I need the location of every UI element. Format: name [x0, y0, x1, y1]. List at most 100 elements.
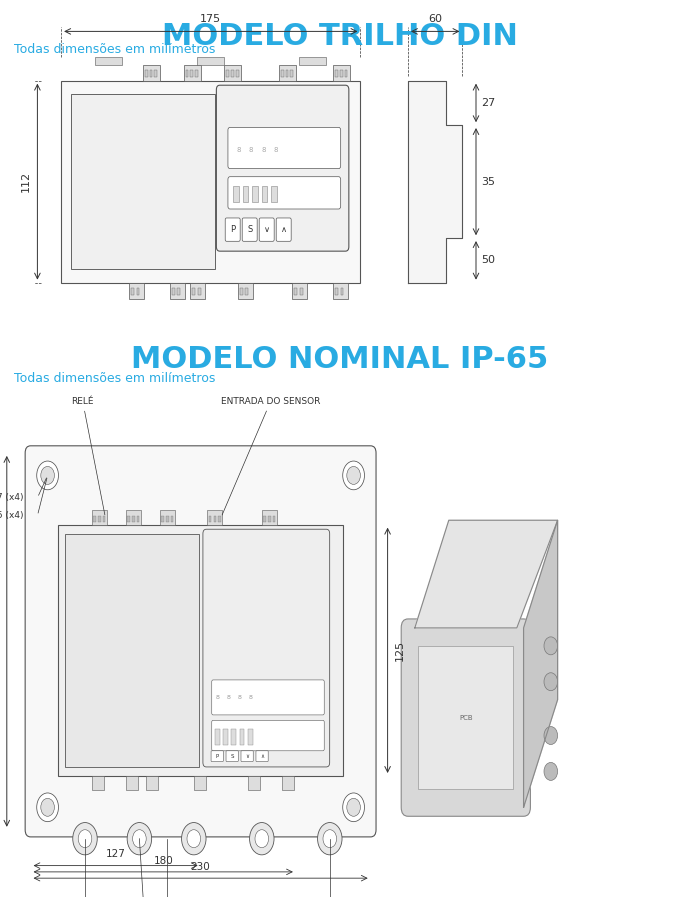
Bar	[341, 288, 343, 295]
Bar	[231, 70, 234, 77]
Circle shape	[343, 461, 364, 490]
FancyBboxPatch shape	[256, 751, 268, 762]
Bar	[190, 283, 205, 299]
Text: Todas dimensões em milímetros: Todas dimensões em milímetros	[14, 43, 215, 56]
Circle shape	[127, 823, 152, 855]
Bar	[132, 516, 135, 522]
Text: 125: 125	[394, 640, 405, 661]
Bar	[170, 283, 185, 299]
Bar	[92, 776, 104, 790]
Bar	[172, 288, 175, 295]
Bar	[127, 516, 130, 522]
Bar	[281, 70, 284, 77]
Bar	[345, 70, 347, 77]
Text: 8: 8	[261, 147, 266, 152]
Bar	[126, 510, 141, 525]
Circle shape	[347, 798, 360, 816]
Circle shape	[544, 762, 558, 780]
Bar	[262, 186, 267, 202]
Bar	[129, 283, 144, 299]
Text: 50: 50	[481, 256, 496, 266]
FancyBboxPatch shape	[259, 218, 274, 241]
FancyBboxPatch shape	[225, 218, 240, 241]
Text: 35: 35	[481, 177, 496, 187]
Bar	[262, 510, 277, 525]
Text: ∨: ∨	[245, 753, 249, 759]
Circle shape	[187, 830, 201, 848]
Text: PCB: PCB	[459, 715, 473, 720]
Bar	[150, 70, 152, 77]
Bar	[268, 516, 271, 522]
Bar	[186, 70, 188, 77]
Bar	[137, 516, 139, 522]
FancyBboxPatch shape	[401, 619, 530, 816]
Bar	[146, 776, 158, 790]
Bar	[263, 516, 266, 522]
Bar	[271, 186, 277, 202]
Circle shape	[133, 830, 146, 848]
Circle shape	[255, 830, 269, 848]
Bar	[238, 283, 253, 299]
FancyBboxPatch shape	[226, 751, 238, 762]
Bar	[71, 94, 215, 269]
Bar	[299, 57, 326, 65]
Bar	[333, 283, 348, 299]
Bar	[240, 288, 243, 295]
Bar	[131, 288, 134, 295]
Text: Ø 7 (x4): Ø 7 (x4)	[0, 493, 24, 502]
Bar	[126, 776, 138, 790]
Text: 180: 180	[153, 856, 173, 866]
Text: Ø 5 (x4): Ø 5 (x4)	[0, 511, 24, 520]
Bar	[209, 516, 211, 522]
Text: ENTRADA DO SENSOR: ENTRADA DO SENSOR	[221, 396, 320, 515]
Text: RELÉ: RELÉ	[71, 396, 105, 515]
Bar	[279, 65, 296, 81]
Bar	[207, 510, 222, 525]
Text: S: S	[231, 753, 234, 759]
Text: MODELO TRILHO DIN: MODELO TRILHO DIN	[162, 22, 518, 51]
Text: 8: 8	[249, 695, 252, 701]
Bar	[160, 510, 175, 525]
Text: 8: 8	[227, 695, 231, 701]
Bar	[418, 646, 513, 789]
Text: Todas dimensões em milímetros: Todas dimensões em milímetros	[14, 372, 215, 385]
Bar	[65, 534, 199, 767]
Circle shape	[544, 727, 558, 745]
Bar	[252, 186, 258, 202]
Text: 8: 8	[273, 147, 278, 152]
Bar	[333, 65, 350, 81]
Text: 8: 8	[216, 695, 220, 701]
Bar	[300, 288, 303, 295]
Bar	[273, 516, 275, 522]
Bar	[214, 516, 216, 522]
Bar	[226, 70, 229, 77]
Circle shape	[73, 823, 97, 855]
Circle shape	[544, 637, 558, 655]
Bar	[192, 288, 195, 295]
Bar	[61, 81, 360, 283]
Bar	[233, 186, 239, 202]
FancyBboxPatch shape	[211, 680, 324, 715]
FancyBboxPatch shape	[228, 127, 341, 169]
FancyBboxPatch shape	[211, 720, 324, 751]
Circle shape	[37, 793, 58, 822]
Bar	[340, 70, 343, 77]
Circle shape	[182, 823, 206, 855]
Text: 27: 27	[481, 98, 496, 108]
Bar	[218, 516, 221, 522]
Bar	[92, 510, 107, 525]
Circle shape	[544, 673, 558, 691]
Text: P: P	[230, 225, 235, 234]
Bar	[294, 288, 297, 295]
Bar	[58, 525, 343, 776]
Text: 112: 112	[20, 171, 31, 192]
Bar	[248, 729, 252, 745]
Circle shape	[37, 461, 58, 490]
Text: MODELO NOMINAL IP-65: MODELO NOMINAL IP-65	[131, 345, 549, 374]
Bar	[335, 288, 338, 295]
Bar	[248, 776, 260, 790]
FancyBboxPatch shape	[211, 751, 223, 762]
Bar	[95, 57, 122, 65]
Bar	[243, 186, 248, 202]
Circle shape	[347, 466, 360, 484]
